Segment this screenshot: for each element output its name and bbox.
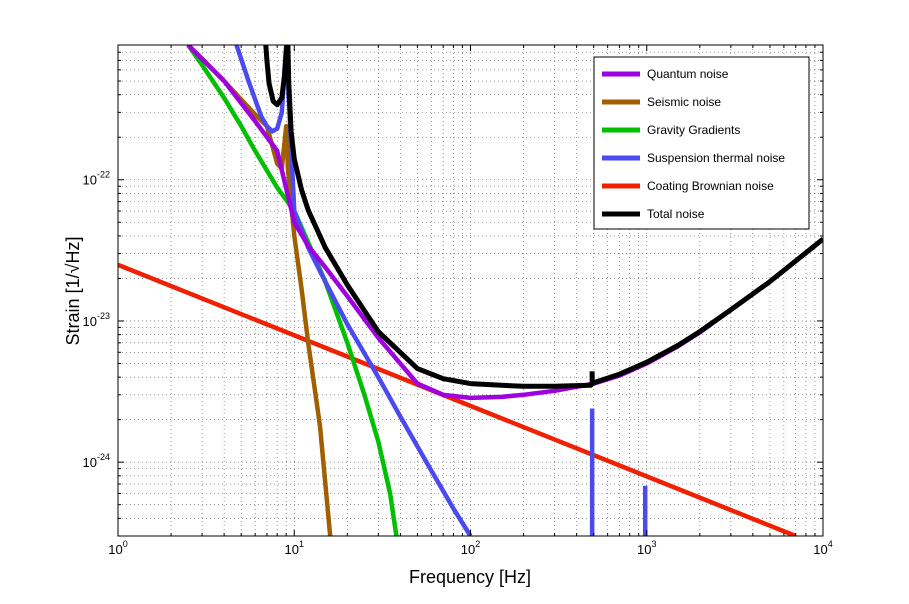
series-coating-brownian-noise — [118, 262, 797, 536]
legend-label-seismic-noise: Seismic noise — [647, 95, 721, 109]
legend-label-suspension-thermal-noise: Suspension thermal noise — [647, 151, 785, 165]
series-group — [118, 45, 823, 536]
x-tick-label: 104 — [813, 539, 832, 557]
tick-marks — [117, 44, 824, 537]
x-tick-label: 100 — [108, 539, 127, 557]
x-tick-label: 103 — [637, 539, 656, 557]
x-tick-label: 102 — [461, 539, 480, 557]
y-tick-label: 10-23 — [83, 311, 110, 329]
tick-labels: 100 101 102 103 104 10-24 10-23 10-22 — [83, 170, 833, 557]
series-suspension-thermal-noise — [234, 45, 473, 536]
y-tick-label: 10-24 — [83, 452, 110, 470]
y-axis-label: Strain [1/√Hz] — [63, 237, 83, 346]
legend-label-total-noise: Total noise — [647, 207, 705, 221]
legend-box — [593, 56, 810, 230]
y-tick-label: 10-22 — [83, 170, 110, 188]
legend-label-quantum-noise: Quantum noise — [647, 67, 729, 81]
legend-label-gravity-gradients: Gravity Gradients — [647, 123, 740, 137]
x-axis-label: Frequency [Hz] — [409, 567, 531, 587]
grid — [118, 45, 823, 537]
legend-label-coating-brownian-noise: Coating Brownian noise — [647, 179, 774, 193]
x-tick-label: 101 — [285, 539, 304, 557]
legend: Quantum noise Seismic noise Gravity Gradie… — [593, 56, 810, 230]
series-total-noise — [263, 45, 823, 389]
